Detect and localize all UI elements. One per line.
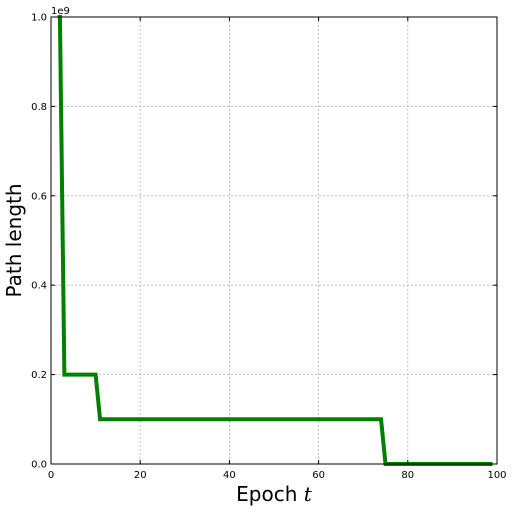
x-tick-label: 60	[312, 470, 325, 481]
y-tick-label: 0.8	[31, 102, 47, 113]
x-tick-label: 80	[401, 470, 414, 481]
y-tick-label: 0.4	[31, 281, 47, 292]
y-tick-label: 1.0	[31, 13, 47, 24]
ticks: 0 20 40 60 80 100 0.0 0.2 0.4 0.6 0.8 1.0	[31, 13, 506, 482]
y-tick-label: 0.0	[31, 460, 47, 471]
x-tick-label: 20	[134, 470, 147, 481]
grid	[51, 17, 497, 464]
x-axis-label: Epoch t	[236, 482, 313, 506]
x-tick-label: 0	[48, 470, 54, 481]
plot-frame	[51, 17, 497, 464]
y-tick-label: 0.2	[31, 370, 47, 381]
series-layer	[58, 17, 493, 464]
y-tick-label: 0.6	[31, 191, 47, 202]
x-axis-label-variable: t	[304, 482, 313, 506]
x-tick-label: 40	[223, 470, 236, 481]
y-offset-text: 1e9	[51, 6, 70, 17]
series-line	[58, 17, 493, 464]
y-axis-label: Path length	[2, 183, 26, 297]
x-tick-label: 100	[487, 470, 506, 481]
x-axis-label-text: Epoch	[236, 482, 297, 506]
